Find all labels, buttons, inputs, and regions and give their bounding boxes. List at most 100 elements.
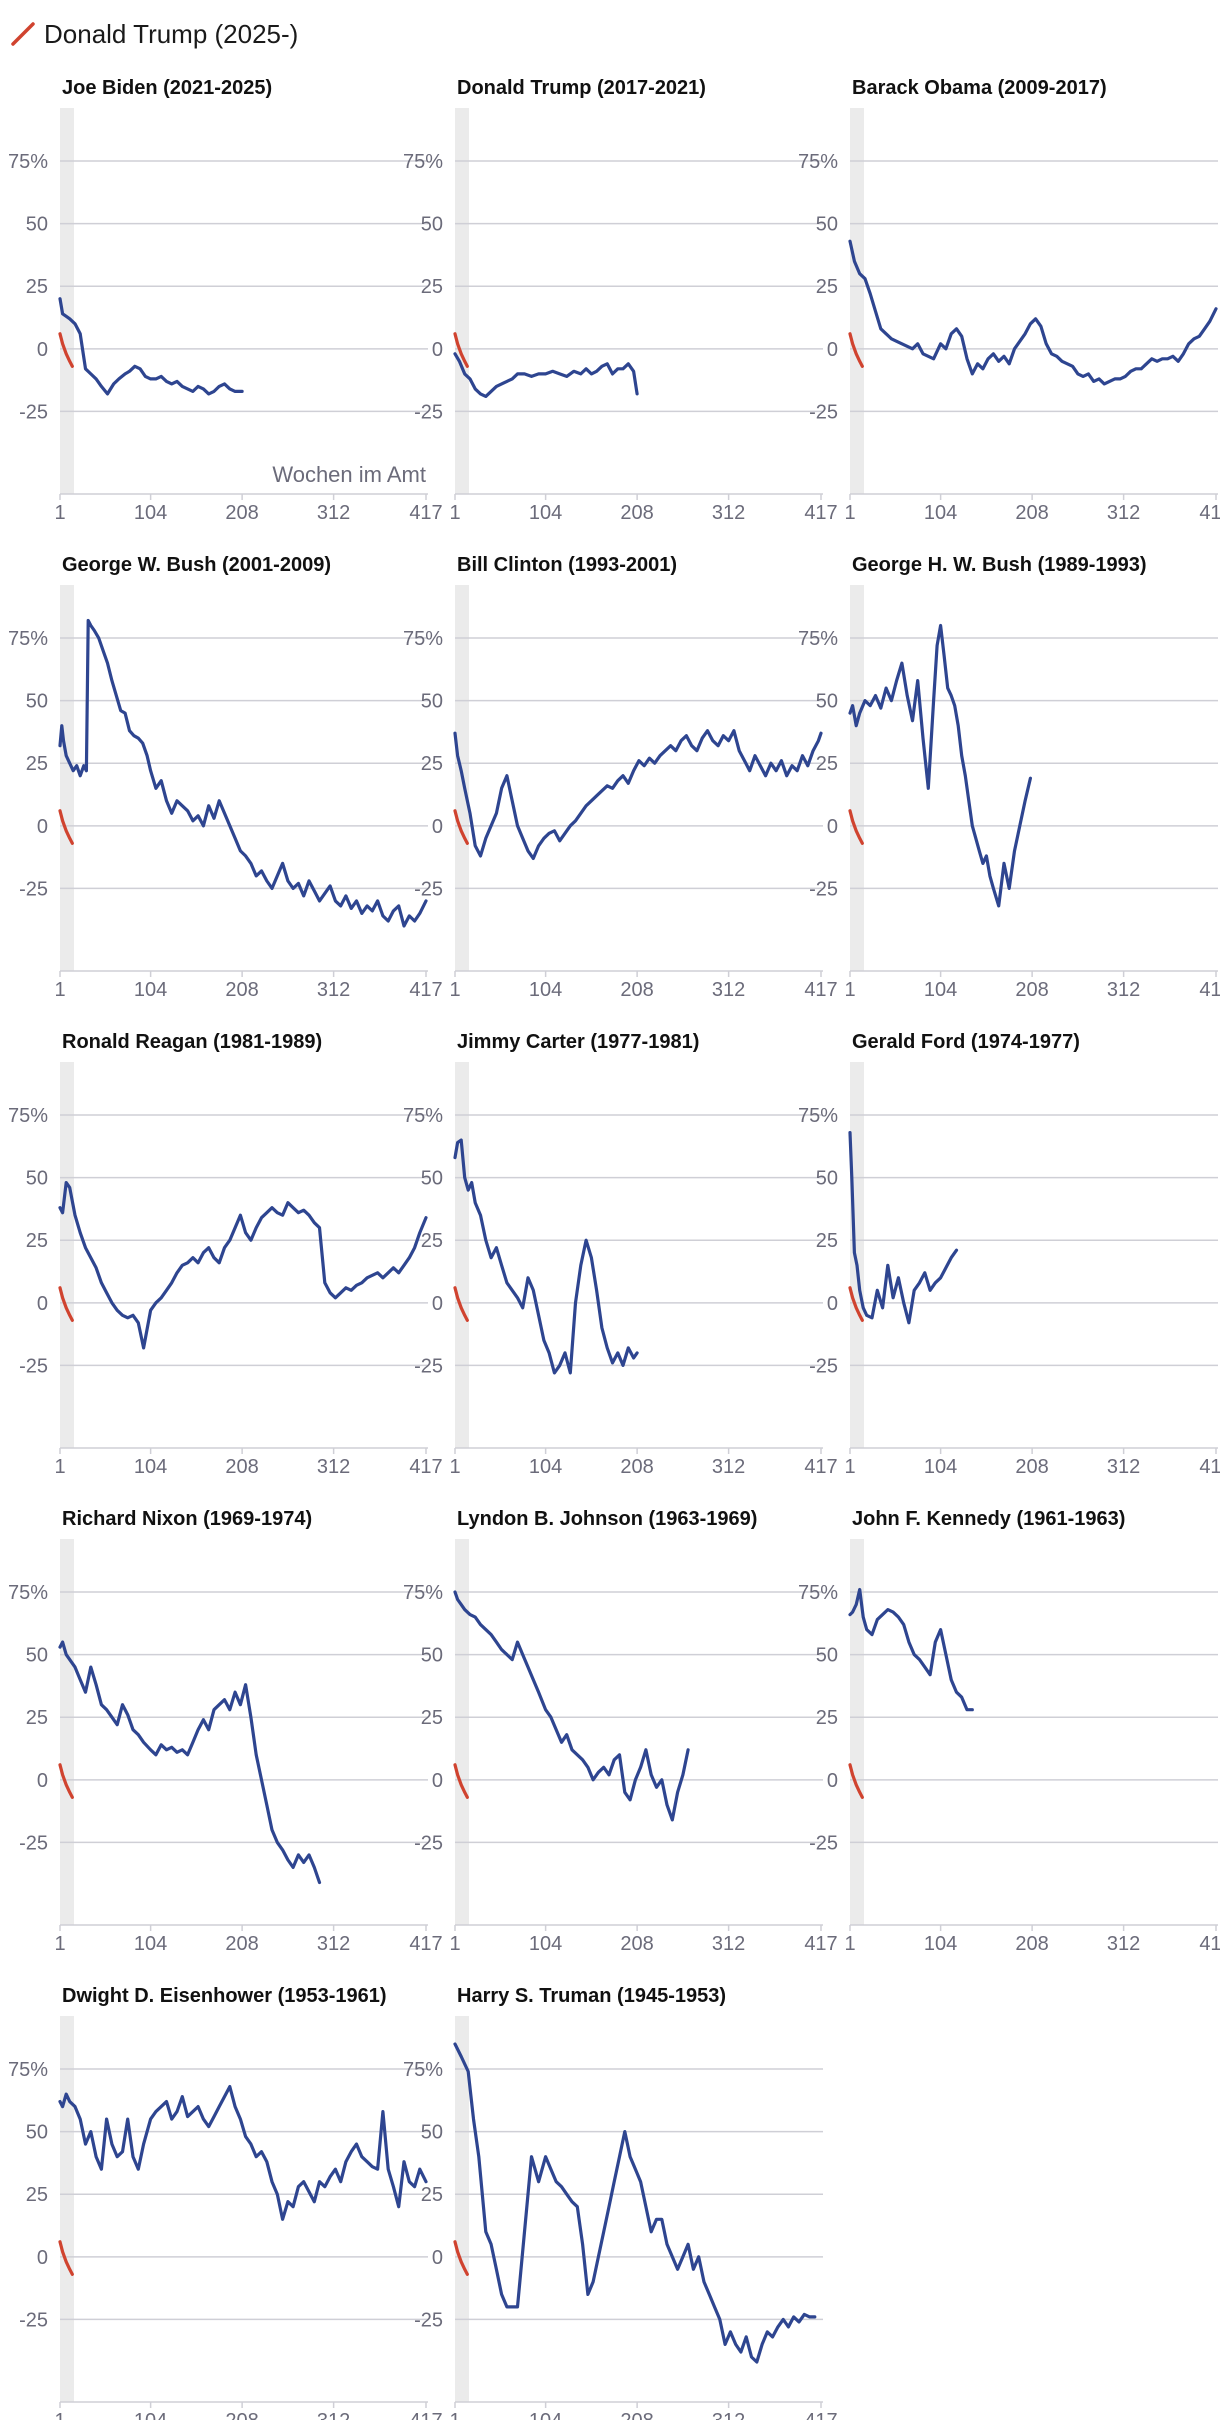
x-tick-label: 417	[804, 1933, 837, 1955]
x-tick-label: 312	[317, 2410, 350, 2420]
history-series-line	[848, 1130, 959, 1325]
y-tick-label: -25	[414, 2309, 443, 2331]
history-series-line	[58, 1180, 428, 1350]
x-tick-label: 312	[1107, 1933, 1140, 1955]
panel-title: George W. Bush (2001-2009)	[62, 554, 331, 576]
y-tick-label: -25	[414, 1355, 443, 1377]
x-tick-label: 1	[449, 2410, 460, 2420]
y-tick-label: 0	[37, 2247, 48, 2269]
y-tick-label: 50	[816, 1645, 838, 1667]
y-tick-label: 0	[37, 816, 48, 838]
x-tick-label: 417	[804, 2410, 837, 2420]
panel-4: George W. Bush (2001-2009) 75% 50 25 0 -25 1 10…	[8, 554, 443, 1001]
x-tick-label: 104	[529, 1456, 562, 1478]
y-tick-label: 25	[26, 1230, 48, 1252]
x-tick-label: 312	[712, 2410, 745, 2420]
current-series-line	[58, 1286, 74, 1322]
x-tick-label: 208	[620, 1456, 653, 1478]
x-tick-label: 417	[1199, 1933, 1220, 1955]
x-tick-label: 1	[449, 1456, 460, 1478]
history-series-line	[453, 729, 823, 861]
y-tick-label: 50	[421, 1168, 443, 1190]
x-tick-label: 1	[54, 1456, 65, 1478]
history-series-line	[848, 623, 1033, 908]
first-weeks-band	[850, 1539, 864, 1925]
history-series-line	[453, 1590, 690, 1822]
current-series-line	[453, 1763, 469, 1799]
panel-13: Dwight D. Eisenhower (1953-1961) 75% 50 25 0…	[8, 1985, 443, 2420]
y-tick-label: 0	[37, 1770, 48, 1792]
x-tick-label: 1	[844, 979, 855, 1001]
y-tick-label: 75%	[403, 2059, 443, 2081]
x-tick-label: 1	[449, 502, 460, 524]
y-tick-label: 25	[421, 1707, 443, 1729]
y-tick-label: 0	[432, 2247, 443, 2269]
x-tick-label: 417	[804, 502, 837, 524]
x-tick-label: 208	[620, 2410, 653, 2420]
x-tick-label: 104	[134, 1456, 167, 1478]
panel-5: Bill Clinton (1993-2001) 75% 50 25 0 -25 1 104 2…	[403, 554, 838, 1001]
history-series-line	[58, 2085, 428, 2221]
y-tick-label: 0	[432, 816, 443, 838]
y-tick-label: 25	[816, 753, 838, 775]
panel-title: Lyndon B. Johnson (1963-1969)	[457, 1508, 757, 1530]
y-tick-label: 25	[26, 753, 48, 775]
y-tick-label: 50	[26, 214, 48, 236]
panel-12: John F. Kennedy (1961-1963) 75% 50 25 0 -25 1 1…	[798, 1508, 1220, 1955]
x-tick-label: 417	[409, 1933, 442, 1955]
x-tick-label: 1	[844, 1456, 855, 1478]
x-tick-label: 208	[620, 502, 653, 524]
panel-10: Richard Nixon (1969-1974) 75% 50 25 0 -25 1 104…	[8, 1508, 443, 1955]
x-tick-label: 417	[1199, 979, 1220, 1001]
first-weeks-band	[455, 2016, 469, 2402]
y-tick-label: 0	[37, 339, 48, 361]
y-tick-label: -25	[19, 1355, 48, 1377]
y-tick-label: 0	[827, 1293, 838, 1315]
panel-title: Bill Clinton (1993-2001)	[457, 554, 677, 576]
first-weeks-band	[60, 108, 74, 494]
current-series-line	[58, 332, 74, 368]
panel-title: Gerald Ford (1974-1977)	[852, 1031, 1080, 1053]
current-series-line	[58, 1763, 74, 1799]
y-tick-label: 75%	[8, 1582, 48, 1604]
x-tick-label: 1	[449, 979, 460, 1001]
x-tick-label: 104	[529, 1933, 562, 1955]
legend: Donald Trump (2025-)	[10, 14, 298, 54]
y-tick-label: 75%	[798, 151, 838, 173]
x-tick-label: 104	[924, 1933, 957, 1955]
panel-7: Ronald Reagan (1981-1989) 75% 50 25 0 -25 1 104…	[8, 1031, 443, 1478]
y-tick-label: 75%	[798, 1105, 838, 1127]
x-tick-label: 417	[1199, 502, 1220, 524]
x-tick-label: 1	[844, 1933, 855, 1955]
y-tick-label: 75%	[8, 1105, 48, 1127]
x-tick-label: 104	[924, 502, 957, 524]
y-tick-label: 25	[816, 1707, 838, 1729]
x-tick-label: 1	[54, 2410, 65, 2420]
x-tick-label: 208	[225, 2410, 258, 2420]
panel-title: Joe Biden (2021-2025)	[62, 77, 272, 99]
y-tick-label: 50	[26, 691, 48, 713]
y-tick-label: -25	[414, 1832, 443, 1854]
y-tick-label: 50	[421, 214, 443, 236]
y-tick-label: 75%	[403, 1105, 443, 1127]
panel-title: Donald Trump (2017-2021)	[457, 77, 706, 99]
x-tick-label: 208	[225, 1933, 258, 1955]
first-weeks-band	[455, 1539, 469, 1925]
x-tick-label: 417	[409, 1456, 442, 1478]
red-slash-line-icon	[11, 22, 35, 46]
y-tick-label: 25	[26, 276, 48, 298]
y-tick-label: -25	[414, 878, 443, 900]
panel-3: Barack Obama (2009-2017) 75% 50 25 0 -25 1 104 2…	[798, 77, 1220, 524]
x-tick-label: 312	[317, 979, 350, 1001]
x-tick-label: 417	[804, 979, 837, 1001]
x-tick-label: 104	[134, 2410, 167, 2420]
current-series-line	[848, 332, 864, 368]
x-tick-label: 208	[1015, 979, 1048, 1001]
y-tick-label: -25	[809, 1832, 838, 1854]
y-tick-label: -25	[809, 878, 838, 900]
x-tick-label: 312	[317, 1456, 350, 1478]
current-series-line	[453, 2240, 469, 2276]
x-tick-label: 312	[1107, 1456, 1140, 1478]
x-tick-label: 104	[134, 502, 167, 524]
panel-6: George H. W. Bush (1989-1993) 75% 50 25 0 -25…	[798, 554, 1220, 1001]
